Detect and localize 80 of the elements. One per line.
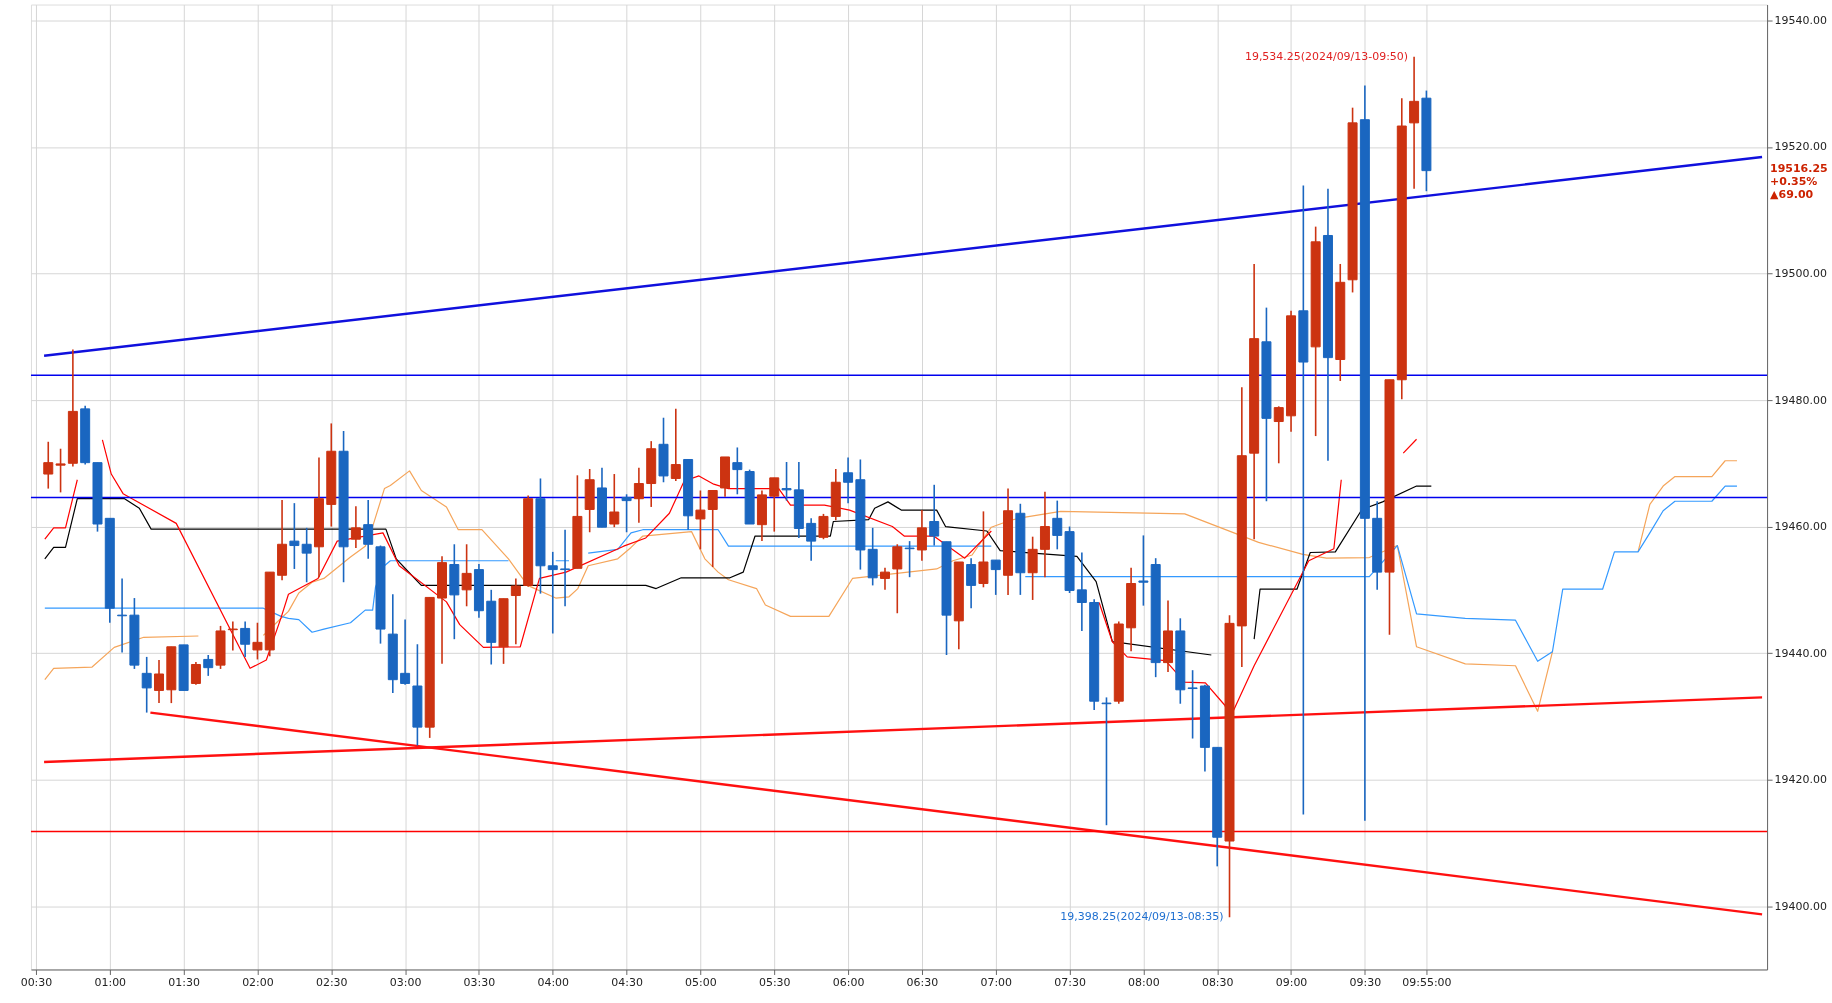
candlestick (1187, 669, 1198, 740)
x-tick-label: 01:30 (168, 975, 200, 989)
candlestick (1076, 551, 1087, 632)
candlestick (1052, 499, 1063, 551)
candlestick (1027, 535, 1038, 601)
x-tick-label: 00:30 (20, 975, 53, 989)
candlestick (560, 528, 571, 608)
candlestick (880, 566, 890, 591)
candlestick (806, 517, 817, 562)
x-tick-label: 02:30 (315, 975, 348, 989)
candlestick (670, 408, 681, 482)
y-tick-label: 19400.00 (1774, 899, 1827, 913)
x-tick-label: 09:00 (1275, 975, 1308, 989)
candlestick (301, 527, 312, 584)
candlestick (350, 505, 361, 549)
x-tick-label: 04:30 (611, 975, 643, 989)
x-tick-label: 05:30 (758, 975, 791, 989)
x-tick-label: 09:55:00 (1402, 975, 1452, 989)
candlestick (633, 466, 644, 524)
candlestick (252, 621, 263, 661)
candlestick (707, 489, 718, 568)
x-tick-label: 02:00 (242, 975, 274, 989)
y-tick-label: 19440.00 (1774, 646, 1827, 660)
candlestick (203, 654, 214, 677)
candlestick (843, 456, 854, 504)
candlestick (190, 661, 201, 686)
candlestick (1101, 696, 1112, 827)
candlestick (732, 446, 743, 496)
x-tick-label: 07:00 (980, 975, 1013, 989)
candlestick (141, 656, 152, 714)
x-tick-label: 06:30 (906, 975, 939, 989)
y-tick-label: 19520.00 (1774, 140, 1827, 154)
y-tick-label: 19500.00 (1774, 266, 1827, 280)
candlestick (695, 489, 706, 551)
candlestick (781, 461, 792, 502)
x-tick-label: 07:30 (1054, 975, 1086, 989)
candlestick (547, 551, 558, 635)
candlestick (510, 577, 521, 646)
x-tick-label: 08:30 (1201, 975, 1234, 989)
text: 19516.25 +0.35% ▲69.00 (1770, 162, 1828, 202)
candlestick (154, 659, 164, 704)
candlestick (621, 493, 632, 534)
x-tick-label: 06:00 (832, 975, 865, 989)
candlestick (400, 618, 411, 686)
candlestick (990, 559, 1001, 596)
candlestick (609, 473, 620, 528)
candlestick (227, 620, 238, 652)
x-tick-label: 03:00 (389, 975, 422, 989)
x-tick-label: 01:00 (94, 975, 127, 989)
candlestick (929, 484, 940, 547)
x-tick-label: 08:00 (1128, 975, 1160, 989)
candlestick (769, 477, 780, 533)
candlestick (1039, 490, 1050, 578)
candlestick (55, 447, 66, 494)
candlestick (1273, 405, 1284, 465)
candlestick (904, 540, 915, 578)
x-tick-label: 09:30 (1349, 975, 1382, 989)
x-tick-label: 03:30 (463, 975, 496, 989)
candlestick (43, 440, 54, 490)
candlestick (289, 502, 300, 570)
candlestick (363, 499, 374, 560)
y-tick-label: 19420.00 (1774, 773, 1827, 787)
candlestick (1409, 55, 1420, 190)
candlestick (892, 543, 903, 615)
candlestick (1298, 184, 1309, 816)
candlestick (117, 577, 128, 654)
candlestick (978, 510, 989, 589)
candlestick (818, 513, 829, 541)
x-tick-label: 04:00 (537, 975, 570, 989)
y-tick-label: 19460.00 (1774, 520, 1827, 534)
y-tick-label: 19480.00 (1774, 393, 1827, 407)
x-tick-label: 05:00 (685, 975, 717, 989)
annotation: 19,534.25(2024/09/13-09:50) (1244, 49, 1409, 63)
candlestick (461, 543, 472, 608)
candlestick (1138, 534, 1149, 607)
candlestick (966, 557, 977, 609)
candlestick (916, 509, 927, 562)
y-tick-label: 19540.00 (1774, 13, 1827, 27)
annotation: 19,398.25(2024/09/13-08:35) (1060, 910, 1224, 924)
candlestick (240, 620, 251, 658)
